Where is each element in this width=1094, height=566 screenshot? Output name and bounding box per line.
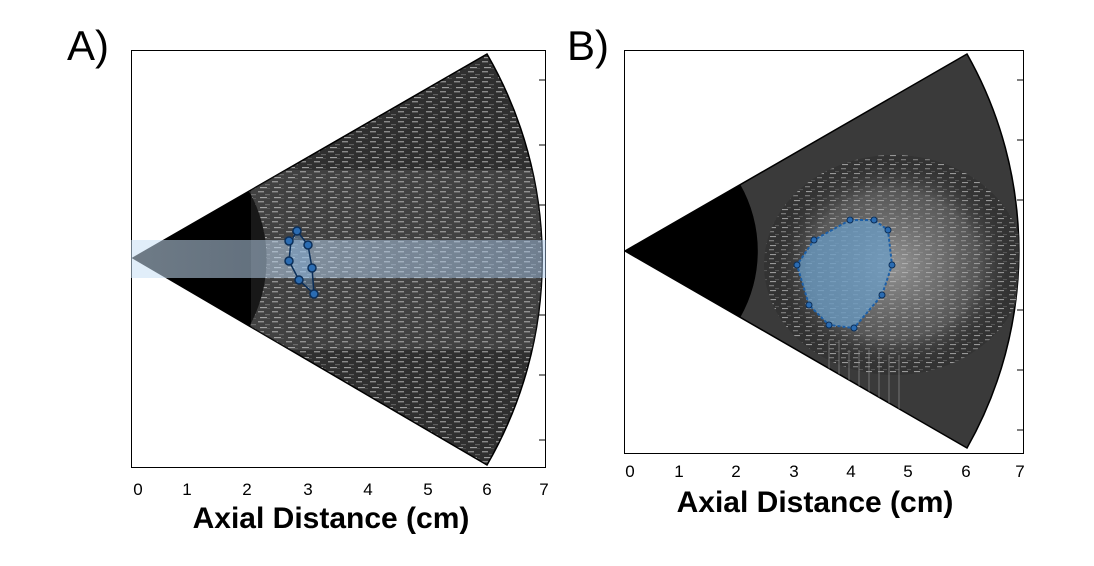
region-outline xyxy=(793,216,896,332)
panel-b-tick-4: 4 xyxy=(846,462,856,481)
panel-a-tick-4: 4 xyxy=(363,480,373,499)
panel-b-tick-2: 2 xyxy=(731,462,741,481)
panel-b-tick-5: 5 xyxy=(903,462,913,481)
panel-a-xlabel: Axial Distance (cm) xyxy=(192,502,470,535)
panel-a-tick-0: 0 xyxy=(133,480,143,499)
panel-b-label: B) xyxy=(567,22,609,69)
panel-a-tick-2: 2 xyxy=(242,480,252,499)
beam-band xyxy=(131,240,546,278)
panel-a-tick-6: 6 xyxy=(482,480,492,499)
panel-b-svg xyxy=(624,50,1024,454)
panel-b-tick-6: 6 xyxy=(961,462,971,481)
panel-b-ultrasound-image xyxy=(624,50,1024,454)
panel-a-ultrasound-image xyxy=(131,50,546,468)
panel-b-tick-0: 0 xyxy=(625,462,635,481)
panel-b-xlabel: Axial Distance (cm) xyxy=(676,486,954,519)
panel-a-tick-7: 7 xyxy=(539,480,549,499)
panel-a-label: A) xyxy=(67,22,109,69)
panel-a-tick-5: 5 xyxy=(423,480,433,499)
panel-a-tick-3: 3 xyxy=(303,480,313,499)
panel-b-tick-7: 7 xyxy=(1015,462,1025,481)
panel-b-tick-1: 1 xyxy=(674,462,684,481)
panel-b-tick-3: 3 xyxy=(789,462,799,481)
panel-a-tick-1: 1 xyxy=(182,480,192,499)
panel-a-svg xyxy=(131,50,546,468)
outline-markers xyxy=(284,226,319,299)
